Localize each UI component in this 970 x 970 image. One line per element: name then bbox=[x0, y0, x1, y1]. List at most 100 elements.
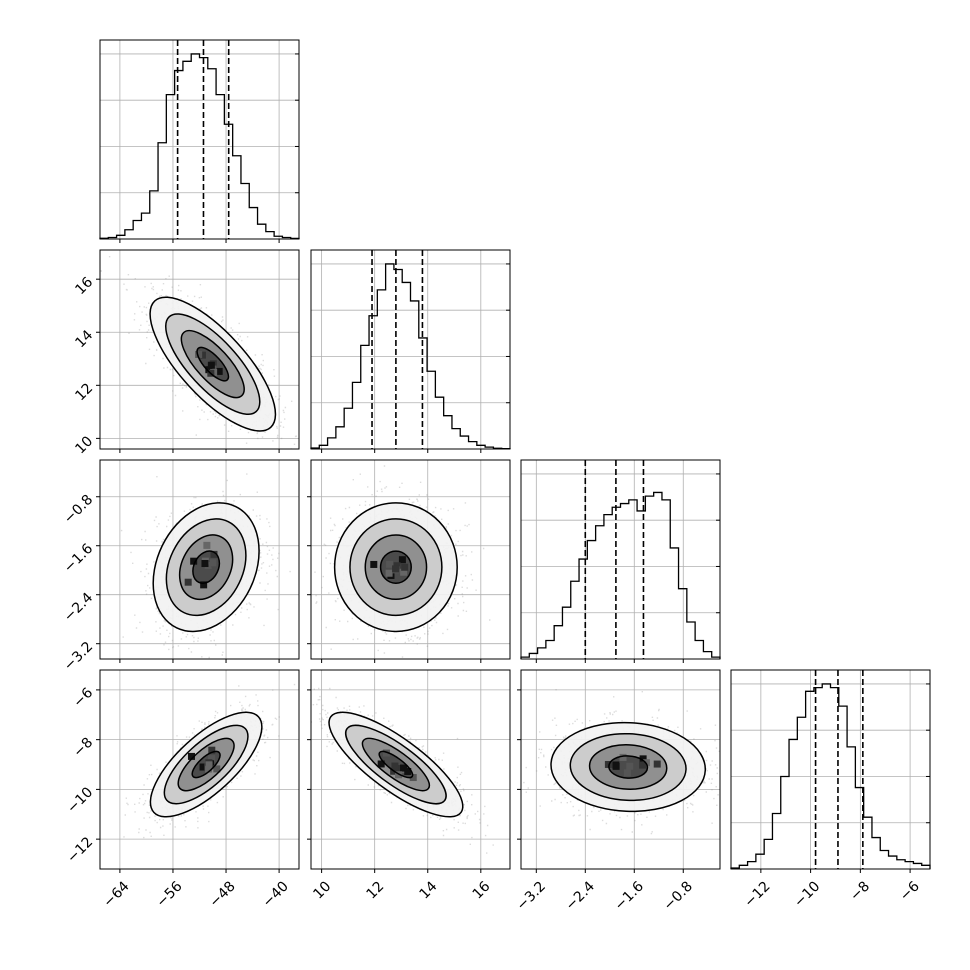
x-tick-label: −10 bbox=[791, 878, 823, 910]
x-tick-label: −56 bbox=[153, 878, 185, 910]
density-cell bbox=[203, 541, 211, 549]
panel-content bbox=[311, 460, 510, 659]
density-cell bbox=[398, 556, 406, 564]
x-tick-label: −0.8 bbox=[661, 878, 696, 913]
x-tick-label: −1.6 bbox=[612, 878, 647, 913]
density-cell bbox=[208, 755, 216, 763]
density-cell bbox=[404, 767, 412, 775]
panel-frame bbox=[99, 459, 300, 660]
density-cell bbox=[653, 760, 661, 768]
panel-frame bbox=[310, 249, 511, 450]
y-tick-label: 10 bbox=[72, 433, 96, 457]
density-cell bbox=[639, 761, 647, 769]
panel-frame bbox=[310, 669, 511, 870]
density-cell bbox=[190, 557, 198, 565]
panel-content bbox=[100, 250, 299, 449]
density-cell bbox=[205, 761, 213, 769]
panel-frame bbox=[99, 669, 300, 870]
histogram-panel bbox=[520, 459, 721, 663]
contour-line bbox=[345, 724, 447, 805]
contour-line bbox=[588, 744, 668, 790]
contour-line bbox=[378, 750, 414, 779]
density-cell bbox=[215, 367, 223, 375]
density-cell bbox=[612, 762, 620, 770]
contour-line bbox=[178, 534, 234, 601]
x-tick-label: −6 bbox=[897, 878, 923, 904]
histogram-step bbox=[310, 263, 511, 450]
contour-line bbox=[328, 711, 464, 818]
y-tick-label: 12 bbox=[72, 380, 96, 404]
histogram-step bbox=[99, 53, 300, 240]
x-tick-label: −3.2 bbox=[514, 878, 549, 913]
density-cell bbox=[187, 752, 195, 760]
scatter-panel bbox=[517, 669, 721, 873]
x-tick-label: −2.4 bbox=[563, 878, 598, 913]
density-cell bbox=[209, 559, 217, 567]
panel-content bbox=[311, 670, 510, 869]
density-cell bbox=[409, 774, 417, 782]
contour-line bbox=[149, 296, 277, 432]
density-cell bbox=[386, 560, 394, 568]
contour-line bbox=[152, 502, 260, 633]
density-cell bbox=[385, 569, 393, 577]
density-cell bbox=[205, 366, 213, 374]
panel-frame bbox=[520, 459, 721, 660]
x-tick-label: 10 bbox=[310, 878, 334, 902]
x-tick-label: −48 bbox=[207, 878, 239, 910]
histogram-step bbox=[730, 683, 931, 869]
panel-frame bbox=[99, 39, 300, 240]
panel-content bbox=[521, 670, 720, 869]
x-tick-label: 14 bbox=[417, 878, 441, 902]
panel-frame bbox=[520, 669, 721, 870]
y-tick-label: −10 bbox=[64, 784, 96, 816]
contour-line bbox=[177, 737, 235, 792]
y-tick-label: −6 bbox=[70, 685, 96, 711]
y-tick-label: −1.6 bbox=[61, 541, 96, 576]
density-cell bbox=[391, 762, 399, 770]
contour-line bbox=[379, 550, 412, 584]
x-tick-label: −40 bbox=[260, 878, 292, 910]
density-cell bbox=[195, 350, 203, 358]
x-tick-label: −12 bbox=[741, 878, 773, 910]
density-cell bbox=[205, 765, 213, 773]
density-cell bbox=[401, 563, 409, 571]
x-tick-label: 12 bbox=[363, 878, 387, 902]
histogram-step bbox=[520, 491, 721, 659]
contour-line bbox=[333, 502, 458, 633]
histogram-panel bbox=[310, 249, 511, 453]
contour-line bbox=[364, 534, 428, 601]
scatter-panel bbox=[96, 459, 300, 663]
density-cell bbox=[200, 581, 208, 589]
contour-line bbox=[180, 329, 245, 399]
y-tick-label: −3.2 bbox=[61, 639, 96, 674]
contour-line bbox=[149, 711, 263, 818]
scatter-panel bbox=[307, 459, 511, 663]
contour-line bbox=[163, 724, 249, 805]
contour-line bbox=[608, 755, 649, 779]
x-tick-label: −8 bbox=[847, 878, 873, 904]
contour-line bbox=[550, 721, 707, 813]
panel-content bbox=[100, 460, 299, 659]
panel-frame bbox=[99, 249, 300, 450]
contour-line bbox=[165, 313, 261, 415]
scatter-panel bbox=[307, 669, 511, 873]
density-cell bbox=[213, 765, 221, 773]
density-cell bbox=[199, 763, 207, 771]
scatter-panel bbox=[96, 669, 300, 873]
panel-content bbox=[100, 670, 299, 869]
contour-line bbox=[361, 737, 431, 792]
contour-line bbox=[192, 550, 221, 584]
y-tick-label: −2.4 bbox=[61, 590, 96, 625]
density-cell bbox=[639, 755, 647, 763]
density-cell bbox=[201, 560, 209, 568]
panel-frame bbox=[730, 669, 931, 870]
y-tick-label: −0.8 bbox=[61, 492, 96, 527]
histogram-panel bbox=[99, 39, 300, 243]
density-cell bbox=[626, 762, 634, 770]
density-cell bbox=[184, 578, 192, 586]
density-cell bbox=[198, 351, 206, 359]
x-tick-label: −64 bbox=[100, 878, 132, 910]
density-cell bbox=[370, 560, 378, 568]
density-cell bbox=[210, 550, 218, 558]
